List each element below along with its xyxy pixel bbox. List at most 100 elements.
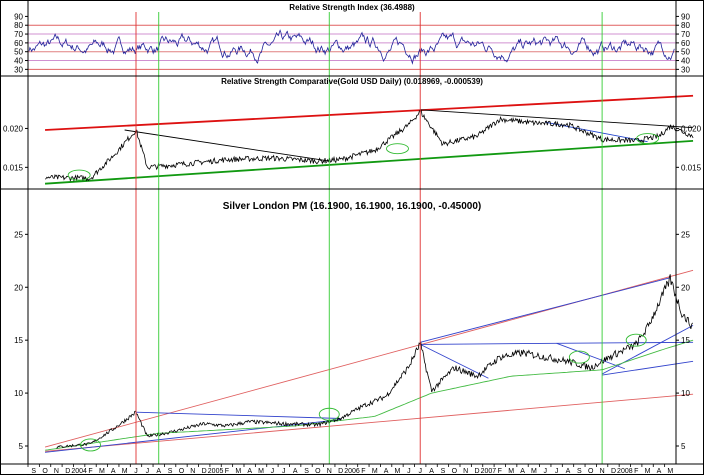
price-highlight-ellipse-2 bbox=[568, 350, 590, 364]
rsi-tick-right-6: 90 bbox=[681, 12, 690, 21]
price-tick-right-0: 5 bbox=[681, 442, 686, 451]
month-label-7: A bbox=[111, 468, 116, 475]
month-label-18: M bbox=[235, 468, 241, 475]
price-highlight-ellipse-0 bbox=[80, 438, 101, 452]
month-label-42: M bbox=[508, 468, 514, 475]
month-label-47: A bbox=[566, 468, 571, 475]
price-tick-right-4: 25 bbox=[681, 230, 690, 239]
month-label-3: D bbox=[65, 468, 70, 475]
month-label-16: 2005 bbox=[208, 468, 224, 475]
price-tick-left-1: 10 bbox=[14, 389, 23, 398]
month-label-17: F bbox=[225, 468, 229, 475]
price-trendline-4 bbox=[420, 344, 489, 379]
price-panel bbox=[44, 269, 694, 453]
month-label-6: M bbox=[99, 468, 105, 475]
rsi-tick-right-0: 30 bbox=[681, 65, 690, 74]
price-tick-left-3: 20 bbox=[14, 283, 23, 292]
rsi-tick-right-3: 60 bbox=[681, 39, 690, 48]
rsc-tick-right-1: 0.020 bbox=[681, 124, 702, 133]
month-label-24: S bbox=[304, 468, 309, 475]
price-tick-right-2: 15 bbox=[681, 336, 690, 345]
month-label-11: A bbox=[156, 468, 161, 475]
month-label-34: J bbox=[418, 468, 422, 475]
rsi-tick-left-5: 80 bbox=[14, 21, 23, 30]
month-label-45: J bbox=[544, 468, 548, 475]
month-label-54: M bbox=[645, 468, 651, 475]
month-label-40: 2007 bbox=[481, 468, 497, 475]
month-label-19: A bbox=[247, 468, 252, 475]
month-label-43: A bbox=[520, 468, 525, 475]
month-label-8: M bbox=[122, 468, 128, 475]
month-label-39: D bbox=[475, 468, 480, 475]
price-trendline-7 bbox=[602, 360, 694, 376]
month-label-46: J bbox=[555, 468, 559, 475]
rsc-highlight-ellipse-2 bbox=[636, 133, 660, 145]
rsi-tick-left-4: 70 bbox=[14, 30, 23, 39]
month-label-0: S bbox=[31, 468, 36, 475]
rsi-tick-right-2: 50 bbox=[681, 48, 690, 57]
month-label-33: J bbox=[407, 468, 411, 475]
price-trendline-6 bbox=[556, 342, 625, 370]
rsc-highlight-ellipse-0 bbox=[67, 169, 91, 181]
month-label-38: N bbox=[463, 468, 468, 475]
rsc-panel bbox=[44, 94, 694, 185]
month-label-31: A bbox=[384, 468, 389, 475]
month-label-56: M bbox=[667, 468, 673, 475]
rsc-series-line bbox=[44, 109, 694, 182]
price-series-line bbox=[56, 274, 693, 449]
month-label-14: N bbox=[190, 468, 195, 475]
price-trendline-2 bbox=[135, 411, 341, 419]
month-label-22: J bbox=[282, 468, 286, 475]
rsc-tick-left-1: 0.020 bbox=[3, 124, 24, 133]
month-label-44: M bbox=[531, 468, 537, 475]
month-label-51: D bbox=[611, 468, 616, 475]
price-trendline-8 bbox=[601, 324, 694, 375]
month-label-50: N bbox=[600, 468, 605, 475]
rsc-tick-right-0: 0.015 bbox=[681, 163, 702, 172]
rsc-tick-left-0: 0.015 bbox=[3, 163, 24, 172]
month-label-48: S bbox=[577, 468, 582, 475]
rsc-trendline-3 bbox=[420, 109, 694, 129]
price-trendline-5 bbox=[420, 277, 671, 343]
rsi-tick-left-3: 60 bbox=[14, 39, 23, 48]
rsi-tick-left-6: 90 bbox=[14, 12, 23, 21]
month-label-49: O bbox=[588, 468, 594, 475]
month-label-29: F bbox=[361, 468, 365, 475]
rsc-trendline-1 bbox=[44, 139, 694, 185]
price-trendline-1 bbox=[45, 393, 694, 452]
month-label-4: 2004 bbox=[71, 468, 87, 475]
month-label-35: A bbox=[429, 468, 434, 475]
month-label-21: J bbox=[271, 468, 275, 475]
month-label-55: A bbox=[657, 468, 662, 475]
rsc-title: Relative Strength Comparative(Gold USD D… bbox=[221, 77, 483, 86]
rsi-tick-right-5: 80 bbox=[681, 21, 690, 30]
month-label-28: 2006 bbox=[344, 468, 360, 475]
price-highlight-ellipse-3 bbox=[625, 333, 647, 347]
month-label-37: O bbox=[452, 468, 458, 475]
month-label-36: S bbox=[441, 468, 446, 475]
month-label-2: N bbox=[54, 468, 59, 475]
rsi-tick-left-0: 30 bbox=[14, 65, 23, 74]
rsi-title: Relative Strength Index (36.4988) bbox=[289, 3, 415, 12]
month-label-5: F bbox=[88, 468, 92, 475]
price-title: Silver London PM (16.1900, 16.1900, 16.1… bbox=[223, 201, 481, 212]
month-label-52: 2008 bbox=[617, 468, 633, 475]
price-tick-left-2: 15 bbox=[14, 336, 23, 345]
price-tick-right-3: 20 bbox=[681, 283, 690, 292]
price-tick-left-0: 5 bbox=[19, 442, 24, 451]
month-label-23: A bbox=[293, 468, 298, 475]
month-label-53: F bbox=[634, 468, 638, 475]
month-label-15: D bbox=[202, 468, 207, 475]
month-label-20: M bbox=[258, 468, 264, 475]
month-label-12: S bbox=[168, 468, 173, 475]
rsi-tick-left-1: 40 bbox=[14, 57, 23, 66]
month-label-9: J bbox=[134, 468, 138, 475]
price-trendline-9 bbox=[45, 419, 341, 453]
month-label-10: J bbox=[146, 468, 150, 475]
month-label-13: O bbox=[179, 468, 185, 475]
month-label-32: M bbox=[395, 468, 401, 475]
price-tick-left-4: 25 bbox=[14, 230, 23, 239]
